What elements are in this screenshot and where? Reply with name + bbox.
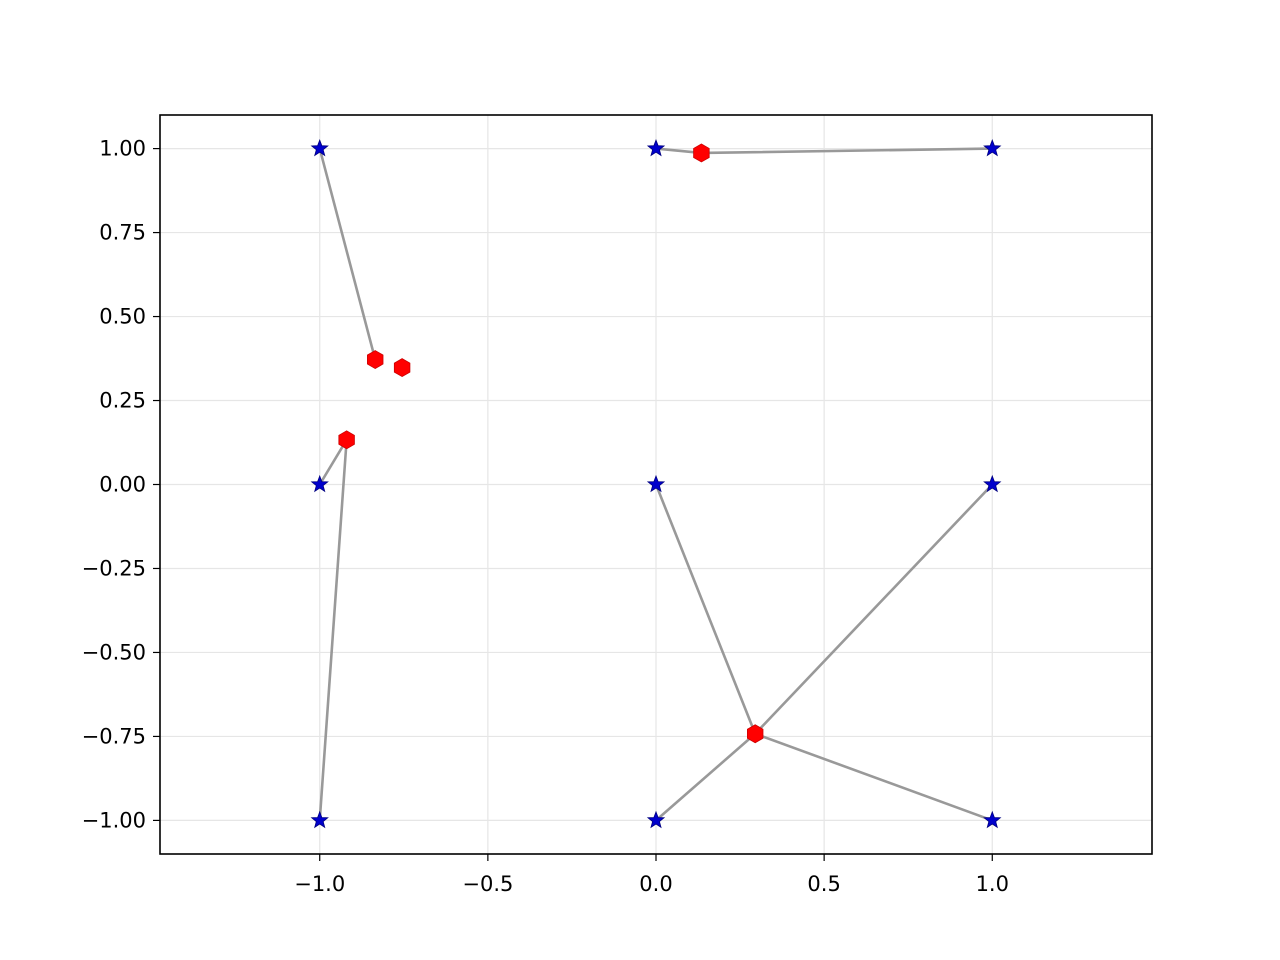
y-tick-label: −0.25: [82, 556, 146, 580]
x-tick-label: 1.0: [976, 872, 1009, 896]
connection-line: [318, 147, 377, 361]
connection-line: [654, 483, 757, 736]
hexagon-icon: [393, 358, 411, 378]
markers: [310, 138, 1002, 829]
connection-line: [700, 147, 994, 155]
connection-line: [318, 438, 348, 822]
connection-line: [753, 483, 994, 736]
connection-line: [318, 438, 348, 486]
y-tick-label: −1.00: [82, 808, 146, 832]
y-tick-label: −0.75: [82, 724, 146, 748]
star-icon: [646, 474, 666, 493]
connection-line: [753, 732, 994, 822]
x-tick-label: −1.0: [294, 872, 345, 896]
x-tick-label: 0.5: [807, 872, 840, 896]
x-tick-label: 0.0: [639, 872, 672, 896]
hexagon-icon: [367, 350, 384, 370]
star-icon: [646, 810, 666, 829]
star-icon: [983, 138, 1002, 157]
axis-ticks: −1.0 −0.5 0.0 0.5 1.0 1.00 0.75 0.50 0.25 0.00 −0.…: [82, 137, 1009, 896]
y-tick-label: 1.00: [99, 137, 146, 161]
connection-lines: [318, 147, 994, 822]
star-icon: [310, 810, 329, 829]
x-tick-label: −0.5: [462, 872, 513, 896]
y-tick-label: 0.25: [99, 389, 146, 413]
hexagon-icon: [338, 430, 355, 450]
y-tick-label: −0.50: [82, 640, 146, 664]
star-icon: [983, 810, 1002, 829]
connection-line: [654, 732, 757, 822]
star-icon: [310, 474, 329, 493]
star-icon: [983, 474, 1002, 493]
star-icon: [646, 138, 666, 157]
y-tick-label: 0.50: [99, 305, 146, 329]
hexagon-icon: [693, 143, 710, 163]
hexagon-icon: [747, 724, 764, 744]
star-icon: [310, 138, 329, 157]
y-tick-label: 0.00: [99, 473, 146, 497]
y-tick-label: 0.75: [99, 221, 146, 245]
